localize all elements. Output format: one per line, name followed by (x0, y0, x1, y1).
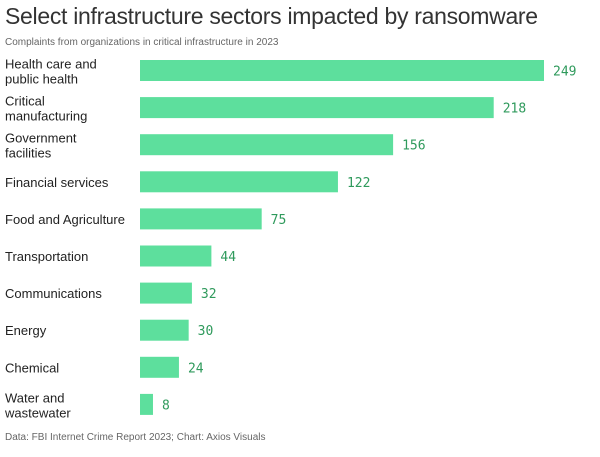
value-label: 32 (201, 287, 217, 302)
category-label: Health care and public health (5, 57, 97, 87)
bar (140, 356, 179, 378)
chart-subtitle: Complaints from organizations in critica… (5, 37, 279, 48)
category-label: Energy (5, 323, 47, 338)
category-label: Chemical (5, 360, 59, 375)
category-label: Critical manufacturing (5, 94, 87, 124)
category-label: Water and wastewater (4, 390, 71, 420)
bar (140, 60, 544, 81)
value-label: 30 (198, 324, 214, 339)
category-label: Communications (5, 286, 102, 301)
bar (140, 245, 212, 267)
value-label: 156 (402, 139, 425, 154)
value-label: 24 (188, 361, 204, 376)
category-label: Financial services (5, 175, 109, 190)
bar (140, 171, 338, 193)
value-label: 75 (271, 213, 287, 228)
bar (140, 319, 189, 341)
bar (140, 208, 262, 230)
value-label: 8 (162, 398, 170, 413)
chart-title: Select infrastructure sectors impacted b… (5, 3, 538, 29)
bar (140, 97, 494, 119)
chart-source: Data: FBI Internet Crime Report 2023; Ch… (5, 432, 266, 443)
bar (140, 134, 394, 156)
category-label: Government facilities (5, 131, 77, 161)
category-label: Food and Agriculture (5, 212, 125, 227)
bar (140, 282, 192, 304)
category-label: Transportation (5, 249, 88, 264)
value-label: 218 (503, 102, 526, 117)
bar (140, 393, 153, 415)
value-label: 44 (220, 250, 236, 265)
value-label: 122 (347, 176, 370, 191)
value-label: 249 (553, 65, 576, 80)
